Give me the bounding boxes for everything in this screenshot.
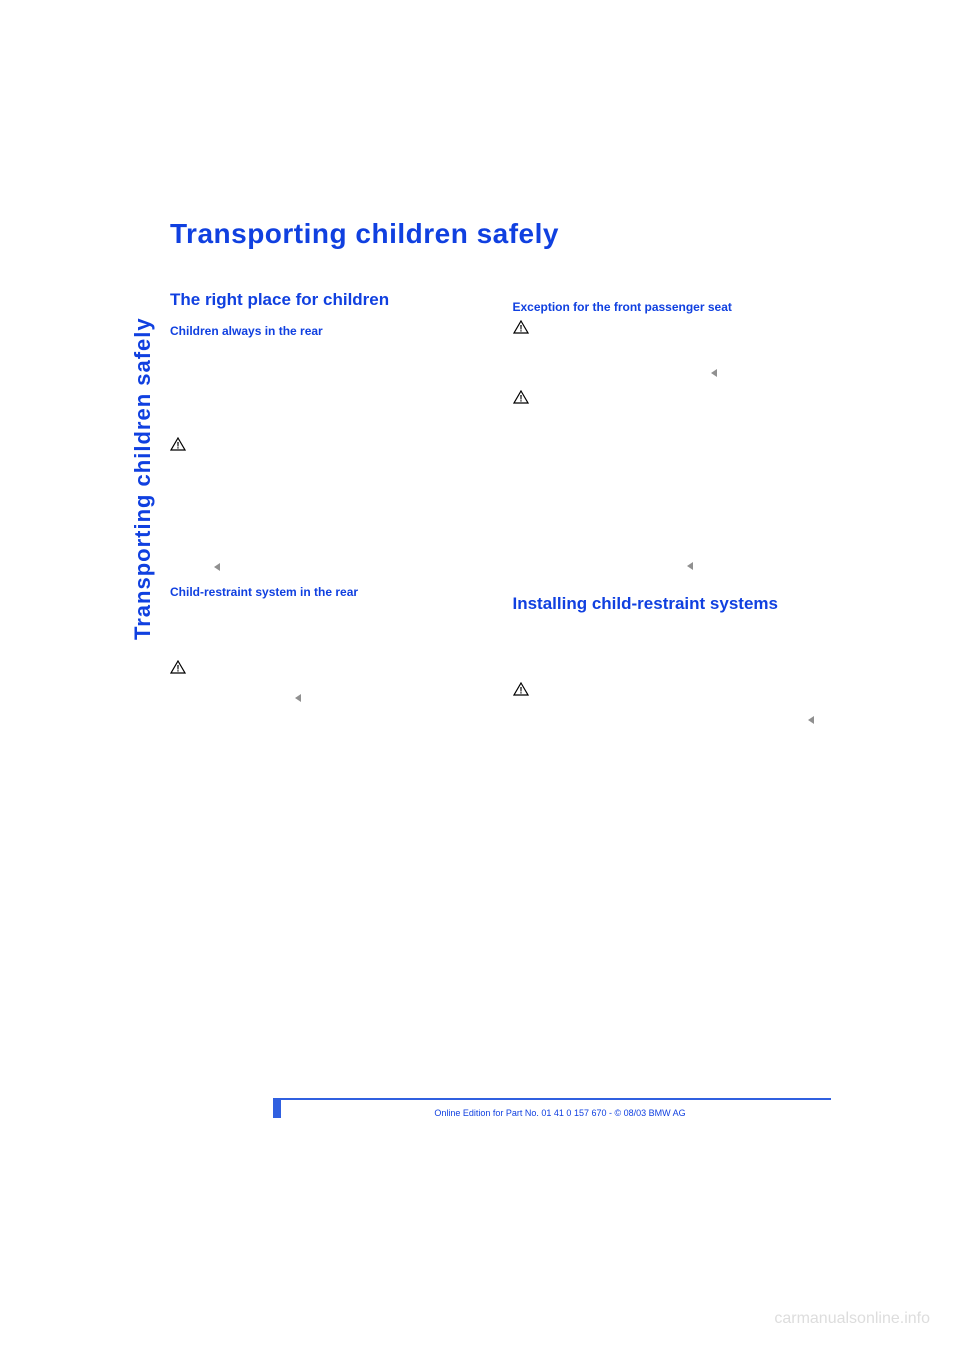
warning-text: Should it ever be necessary to use a chi… <box>513 321 819 379</box>
section-installing: Installing child-restraint systems <box>513 594 831 614</box>
page-title: Transporting children safely <box>170 218 830 250</box>
svg-text:!: ! <box>519 324 522 334</box>
end-marker-icon <box>687 562 693 570</box>
end-marker-icon <box>214 563 220 571</box>
warning-icon: ! <box>513 390 529 404</box>
warning-block: ! Do not mount child-restraint systems o… <box>513 682 831 728</box>
footer-line <box>281 1098 831 1100</box>
body-text: A child sitting in the rear seat and pro… <box>170 383 488 429</box>
svg-text:!: ! <box>519 393 522 403</box>
end-marker-icon <box>295 694 301 702</box>
section-right-place: The right place for children <box>170 290 488 310</box>
svg-text:!: ! <box>177 440 180 450</box>
warning-block: ! Should it ever be necessary to use a c… <box>513 320 831 382</box>
warning-icon: ! <box>513 320 529 334</box>
body-text: Accident research shows that the safest … <box>170 344 488 375</box>
footer-bar <box>273 1098 281 1118</box>
subsection-children-rear: Children always in the rear <box>170 324 488 338</box>
warning-block: ! Young children should be placed in the… <box>170 660 488 706</box>
body-text: Children under 13 years of age and child… <box>170 605 488 651</box>
content-area: Transporting children safely The right p… <box>170 218 830 737</box>
watermark: carmanualsonline.info <box>774 1310 930 1328</box>
right-column: Exception for the front passenger seat !… <box>513 290 831 737</box>
warning-icon: ! <box>170 437 186 451</box>
end-marker-icon <box>808 716 814 724</box>
end-marker-icon <box>711 369 717 377</box>
subsection-exception-front: Exception for the front passenger seat <box>513 300 831 314</box>
warning-block: ! If the passenger airbags are not deact… <box>513 390 831 575</box>
warning-text: Young children should be placed in the r… <box>170 661 474 704</box>
warning-icon: ! <box>170 660 186 674</box>
warning-text: Children under the age of 13 or less tha… <box>170 438 487 573</box>
warning-text: Do not mount child-restraint systems on … <box>513 683 826 726</box>
footer-text: Online Edition for Part No. 01 41 0 157 … <box>290 1108 830 1118</box>
svg-text:!: ! <box>177 663 180 673</box>
warning-text: If the passenger airbags are not deactiv… <box>513 391 828 572</box>
left-column: The right place for children Children al… <box>170 290 488 737</box>
side-label: Transporting children safely <box>130 317 156 640</box>
body-text: Observe the child-restraint system manuf… <box>513 628 831 674</box>
two-columns: The right place for children Children al… <box>170 290 830 737</box>
page-container: Transporting children safely Transportin… <box>0 0 960 1358</box>
warning-block: ! Children under the age of 13 or less t… <box>170 437 488 576</box>
svg-text:!: ! <box>519 686 522 696</box>
warning-icon: ! <box>513 682 529 696</box>
subsection-child-restraint-rear: Child-restraint system in the rear <box>170 585 488 599</box>
